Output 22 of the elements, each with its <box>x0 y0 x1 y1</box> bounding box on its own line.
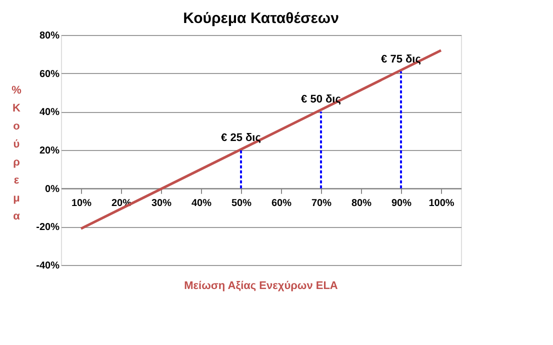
x-tick-label: 60% <box>271 198 292 209</box>
y-tick-label: 0% <box>45 184 60 195</box>
annotation: € 75 δις <box>381 53 422 66</box>
chart-title: Κούρεμα Καταθέσεων <box>183 10 339 27</box>
y-tick-label: 20% <box>39 146 60 156</box>
y-tick-label: -20% <box>36 222 60 234</box>
x-tick-label: 30% <box>151 198 172 209</box>
y-tick-label: 60% <box>39 68 60 80</box>
y-tick-label: 80% <box>39 30 60 42</box>
x-tick-label: 70% <box>311 198 332 209</box>
x-tick-label: 100% <box>428 198 454 209</box>
annotation: € 50 δις <box>301 94 342 106</box>
x-tick-label: 50% <box>231 198 252 209</box>
x-tick-label: 80% <box>351 198 372 209</box>
x-tick-label: 90% <box>391 198 412 209</box>
x-tick-label: 40% <box>191 198 212 209</box>
x-axis-title: Μείωση Αξίας Ενεχύρων ELA <box>184 280 338 292</box>
y-tick-label: -40% <box>36 260 60 272</box>
y-axis-title: % Κούρεμα <box>12 84 22 222</box>
x-tick-label: 10% <box>71 198 92 209</box>
y-tick-label: 40% <box>39 107 60 118</box>
annotation: € 25 δις <box>221 132 262 144</box>
